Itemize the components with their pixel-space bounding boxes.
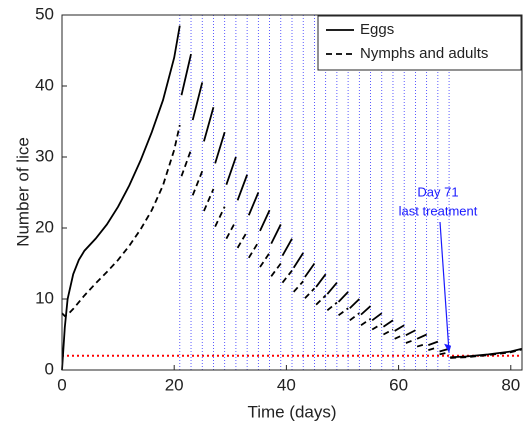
x-tick-label: 20 bbox=[165, 375, 184, 394]
series-line bbox=[61, 25, 523, 371]
y-tick-label: 20 bbox=[35, 217, 54, 236]
x-tick-label: 80 bbox=[501, 375, 520, 394]
annotation: Day 71 bbox=[417, 184, 458, 199]
series-line bbox=[61, 124, 523, 359]
x-axis-label: Time (days) bbox=[247, 402, 336, 421]
annotation-arrow bbox=[439, 221, 450, 353]
y-tick-label: 10 bbox=[35, 288, 54, 307]
annotation: last treatment bbox=[399, 203, 478, 218]
x-tick-label: 0 bbox=[57, 375, 66, 394]
y-tick-label: 50 bbox=[35, 4, 54, 23]
y-axis-label: Number of lice bbox=[13, 137, 32, 247]
annotation-arrowhead bbox=[444, 343, 452, 353]
x-tick-label: 60 bbox=[389, 375, 408, 394]
legend-label: Eggs bbox=[360, 21, 394, 38]
y-tick-label: 0 bbox=[45, 359, 54, 378]
plot-frame bbox=[61, 14, 523, 371]
y-tick-label: 40 bbox=[35, 75, 54, 94]
legend-box bbox=[317, 15, 522, 71]
y-tick-label: 30 bbox=[35, 146, 54, 165]
legend-label: Nymphs and adults bbox=[360, 45, 488, 62]
x-tick-label: 40 bbox=[277, 375, 296, 394]
